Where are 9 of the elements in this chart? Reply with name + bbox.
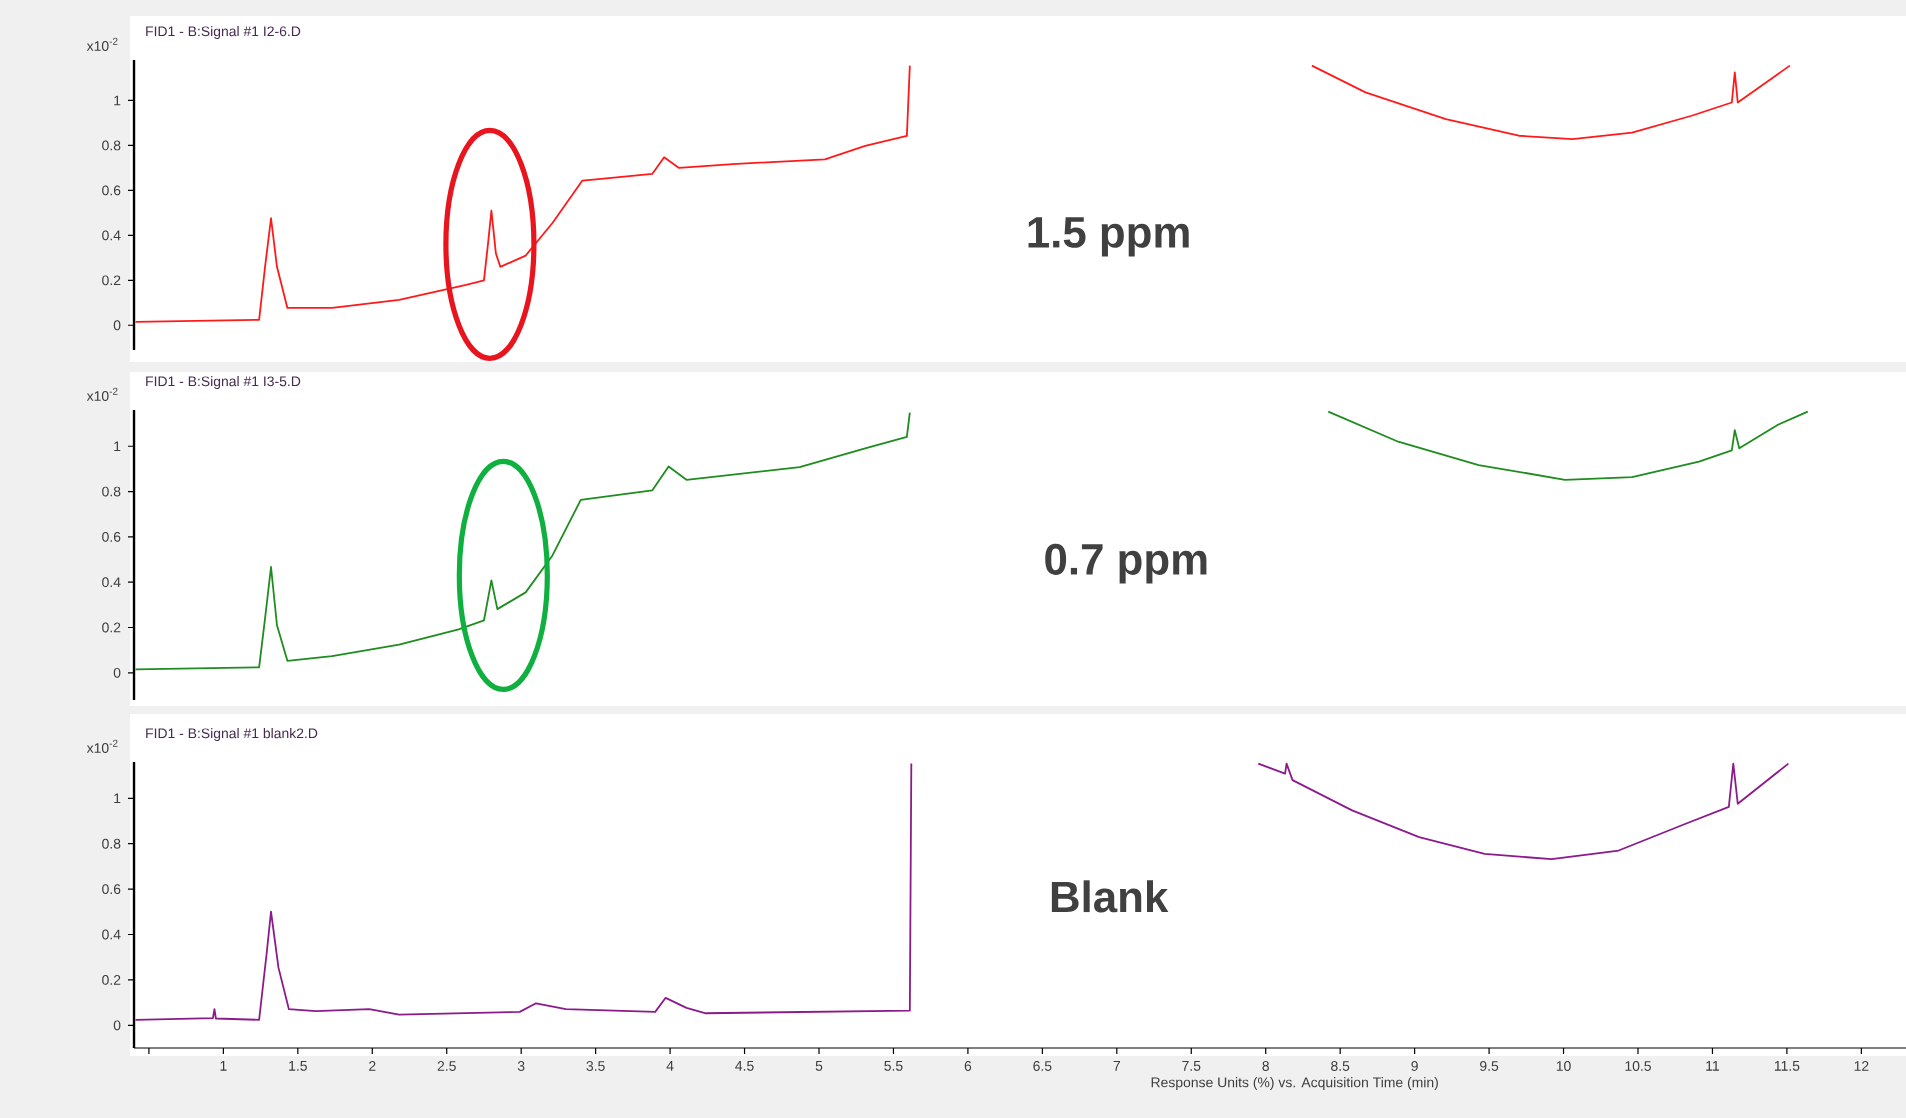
line-series xyxy=(134,411,911,671)
annotation: Blank xyxy=(1051,880,1169,913)
line-series xyxy=(134,762,913,1021)
line-series xyxy=(1327,410,1809,481)
annotation: 0.7 ppm xyxy=(1045,543,1207,584)
line-series xyxy=(1257,762,1790,861)
annotation: 1.5 ppm xyxy=(1028,217,1189,257)
line-series xyxy=(1310,64,1791,141)
line-series xyxy=(134,64,911,323)
